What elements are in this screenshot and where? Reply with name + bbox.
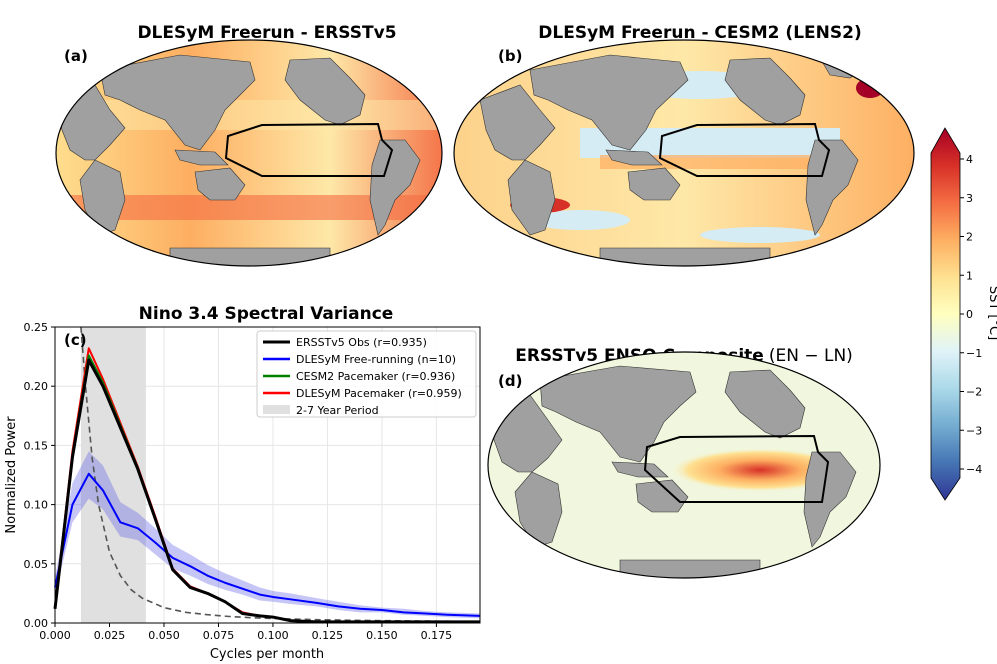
x-tick-label: 0.175 <box>421 629 453 642</box>
colorbar-tick-label: 0 <box>966 308 973 321</box>
colorbar-tick-label: −4 <box>966 463 982 476</box>
panel-b-label: (b) <box>498 47 522 65</box>
y-axis-label: Normalized Power <box>4 416 19 534</box>
x-tick-label: 0.025 <box>94 629 126 642</box>
panel-b-map <box>454 40 914 266</box>
panel-d-title-normal: (EN − LN) <box>769 346 853 366</box>
colorbar-tick-label: 1 <box>966 269 973 282</box>
panel-b: DLESyM Freerun - CESM2 (LENS2) (b) <box>453 23 915 267</box>
series-line-1 <box>54 472 481 617</box>
legend-item: 2-7 Year Period <box>296 404 379 417</box>
colorbar-tick-label: −3 <box>966 424 982 437</box>
panel-d: ERSSTv5 ENSO Composite(EN − LN) (d) <box>487 346 881 579</box>
legend-item: CESM2 Pacemaker (r=0.936) <box>296 370 455 383</box>
panel-a-title: DLESyM Freerun - ERSSTv5 <box>137 23 396 43</box>
colorbar-tick-label: 2 <box>966 231 973 244</box>
colorbar-label: SST [°C] <box>986 286 997 340</box>
chart-c: Nino 3.4 Spectral Variance (c) 0.000 0.02… <box>4 304 481 662</box>
legend-item: DLESyM Pacemaker (r=0.959) <box>296 387 462 400</box>
x-tick-label: 0.075 <box>203 629 235 642</box>
series-band-dlesym-free <box>55 451 480 619</box>
chart-legend: ERSSTv5 Obs (r=0.935) DLESyM Free-runnin… <box>256 330 477 418</box>
nino-region-outline <box>224 122 394 177</box>
x-tick-label: 0.125 <box>312 629 344 642</box>
colorbar-tick-label: −1 <box>966 347 982 360</box>
colorbar-ticks: 4 3 2 1 0 −1 −2 −3 −4 <box>960 153 982 476</box>
nino-region-outline <box>658 122 831 177</box>
chart-ticks: 0.000 0.025 0.050 0.075 0.100 0.125 0.150 0.175… <box>24 321 453 642</box>
colorbar-tick-label: −2 <box>966 386 982 399</box>
x-tick-label: 0.150 <box>366 629 398 642</box>
colorbar: 4 3 2 1 0 −1 −2 −3 −4 SST [°C] <box>930 127 997 501</box>
panel-a: DLESyM Freerun - ERSSTv5 (a) <box>55 23 443 267</box>
x-axis-label: Cycles per month <box>210 647 324 662</box>
y-tick-label: 0.20 <box>24 380 49 393</box>
y-tick-label: 0.05 <box>24 558 49 571</box>
colorbar-tick-label: 3 <box>966 192 973 205</box>
legend-item: ERSSTv5 Obs (r=0.935) <box>296 336 427 349</box>
series-line-0 <box>53 358 480 624</box>
legend-item: DLESyM Free-running (n=10) <box>296 353 456 366</box>
panel-a-map <box>56 40 442 266</box>
colorbar-bar <box>930 127 961 501</box>
x-tick-label: 0.050 <box>148 629 180 642</box>
panel-d-label: (d) <box>498 372 522 390</box>
legend-swatch <box>263 405 290 414</box>
panel-a-label: (a) <box>64 47 88 65</box>
chart-label: (c) <box>64 331 87 349</box>
colorbar-tick-label: 4 <box>966 153 973 166</box>
y-tick-label: 0.10 <box>24 499 49 512</box>
period-band <box>80 327 146 623</box>
y-tick-label: 0.00 <box>24 617 49 630</box>
nino-region-outline <box>643 434 830 503</box>
panel-b-title: DLESyM Freerun - CESM2 (LENS2) <box>538 23 861 43</box>
chart-frame <box>54 326 481 624</box>
x-tick-label: 0.000 <box>39 629 71 642</box>
y-tick-label: 0.15 <box>24 439 49 452</box>
x-tick-label: 0.100 <box>257 629 289 642</box>
chart-title: Nino 3.4 Spectral Variance <box>139 304 394 324</box>
chart-lines <box>53 326 481 624</box>
y-tick-label: 0.25 <box>24 321 49 334</box>
